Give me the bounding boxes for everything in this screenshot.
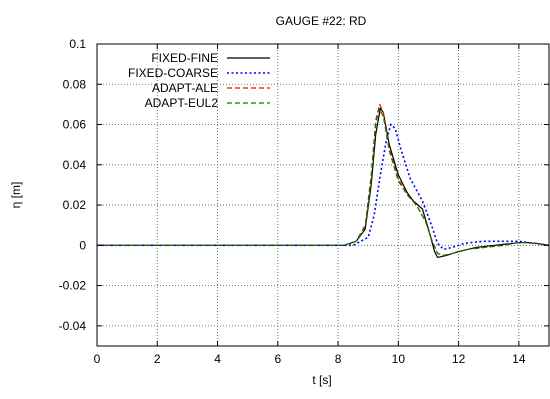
- x-tick-label: 2: [154, 352, 161, 366]
- y-tick-label: 0.06: [63, 118, 87, 132]
- x-tick-label: 8: [335, 352, 342, 366]
- series-line-adapt-ale: [97, 103, 550, 256]
- x-tick-label: 14: [512, 352, 526, 366]
- y-tick-label: 0.04: [63, 158, 87, 172]
- x-tick-label: 6: [274, 352, 281, 366]
- x-tick-label: 12: [452, 352, 466, 366]
- series-line-fixed-coarse: [97, 123, 550, 251]
- series-lines: [97, 103, 550, 258]
- legend-label: FIXED-FINE: [151, 51, 218, 65]
- ticks: 0 2 4 6 8 10 12 14 -0.04 -0.02 0 0.02 0.04 0.06 0.08 0.…: [59, 37, 549, 366]
- x-tick-label: 10: [392, 352, 406, 366]
- series-line-adapt-eul2: [97, 107, 550, 256]
- y-tick-label: 0: [79, 238, 86, 252]
- plot-frame: [96, 43, 550, 347]
- chart-title: GAUGE #22: RD: [276, 14, 367, 28]
- legend-label: FIXED-COARSE: [128, 66, 218, 80]
- legend-label: ADAPT-EUL2: [145, 96, 219, 110]
- y-tick-label: -0.02: [59, 279, 87, 293]
- y-tick-label: 0.08: [63, 77, 87, 91]
- y-tick-label: 0.02: [63, 198, 87, 212]
- legend: FIXED-FINEFIXED-COARSEADAPT-ALEADAPT-EUL…: [128, 51, 270, 110]
- x-tick-label: 0: [94, 352, 101, 366]
- x-tick-label: 4: [214, 352, 221, 366]
- y-tick-label: -0.04: [59, 319, 87, 333]
- y-axis-label: η [m]: [9, 182, 23, 209]
- legend-label: ADAPT-ALE: [152, 81, 218, 95]
- x-axis-label: t [s]: [312, 373, 331, 387]
- y-tick-label: 0.1: [69, 37, 86, 51]
- series-line-fixed-fine: [97, 107, 550, 258]
